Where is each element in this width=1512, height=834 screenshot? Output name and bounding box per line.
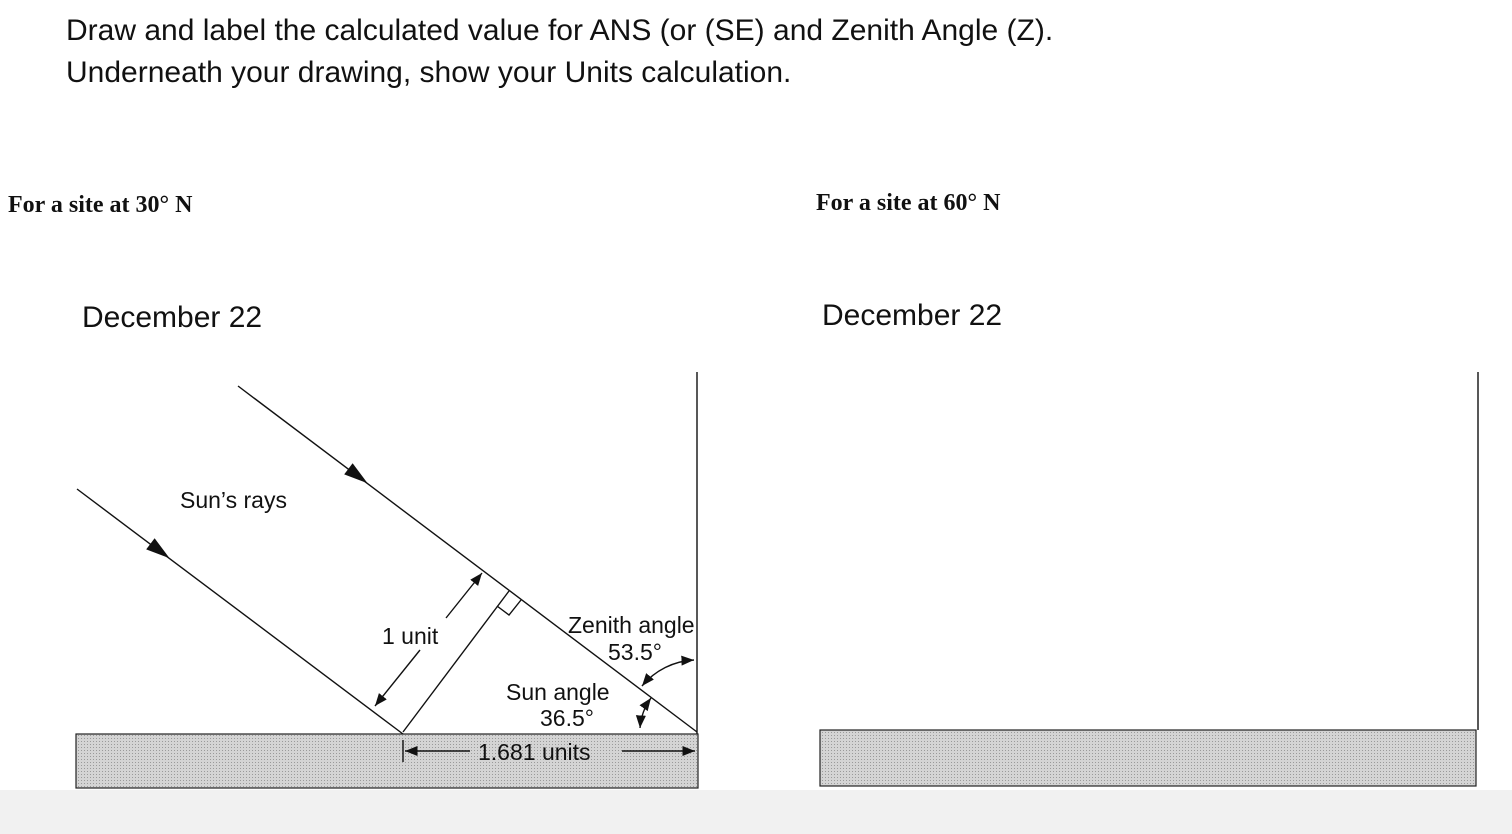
label: Sun angle [506,679,610,705]
sun-ray [76,488,404,735]
sun-ray [237,385,698,733]
label: 36.5° [540,705,594,731]
panel-heading: For a site at 30° N [8,192,193,218]
ground [819,729,1477,787]
label: 1 unit [382,623,439,649]
ray-arrow [146,538,170,559]
zenith-angle-arc [641,655,695,687]
instruction: Draw and label the calculated value for … [66,14,1053,47]
label: 53.5° [608,639,662,665]
label: Sun’s rays [180,487,287,513]
label: 1.681 units [478,739,591,765]
label: Zenith angle [568,612,695,638]
perpendicular [402,590,510,733]
panel-heading: For a site at 60° N [816,190,1001,216]
sun-angle-arc [635,697,652,729]
panel-date: December 22 [82,301,262,334]
dimension [445,572,483,619]
page-shadow [0,790,1512,834]
instruction: Underneath your drawing, show your Units… [66,56,791,89]
panel-date: December 22 [822,299,1002,332]
right-angle [496,599,522,616]
dimension [374,649,421,707]
ground [75,733,699,789]
ray-arrow [344,463,368,484]
